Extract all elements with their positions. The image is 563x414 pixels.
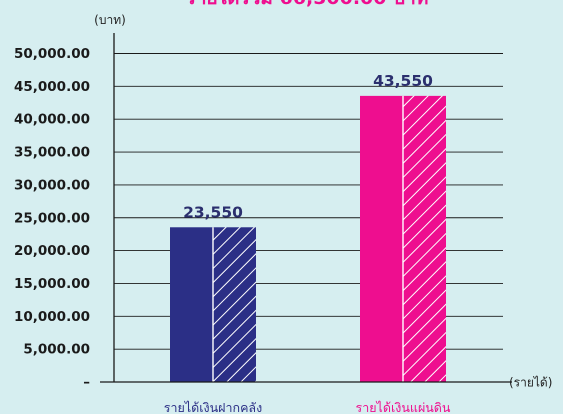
bar-value-label: 43,550 [373,72,433,90]
bars: 23,550 43,550 [170,72,446,383]
bar-hatched-half [403,95,446,383]
y-tick-label: – [83,375,90,391]
bar-solid-half [170,227,213,382]
y-axis-unit-label: (บาท) [94,13,126,27]
bar-solid-half [360,95,403,383]
x-axis-label: (รายได้) [509,376,552,390]
category-labels: รายได้เงินฝากคลัง รายได้เงินแผ่นดิน [164,400,451,414]
bar-hatched-half [213,227,256,382]
y-tick-label: 35,000.00 [14,145,90,161]
category-label: รายได้เงินแผ่นดิน [356,400,451,414]
y-tick-label: 20,000.00 [14,243,90,259]
y-tick-label: 15,000.00 [14,276,90,292]
y-tick-label: 25,000.00 [14,210,90,226]
y-tick-label: 5,000.00 [23,342,90,358]
y-tick-label: 50,000.00 [14,46,90,62]
category-label: รายได้เงินฝากคลัง [164,400,262,414]
y-tick-label: 10,000.00 [14,309,90,325]
bar-value-label: 23,550 [183,203,243,221]
y-tick-label: 30,000.00 [14,177,90,193]
y-tick-label: 45,000.00 [14,79,90,95]
y-tick-label: 40,000.00 [14,112,90,128]
chart-title: รายได้รวม 66,500.00 บาท [186,0,429,9]
y-axis-tick-labels: – 5,000.00 10,000.00 15,000.00 20,000.00 25,0… [14,46,90,391]
